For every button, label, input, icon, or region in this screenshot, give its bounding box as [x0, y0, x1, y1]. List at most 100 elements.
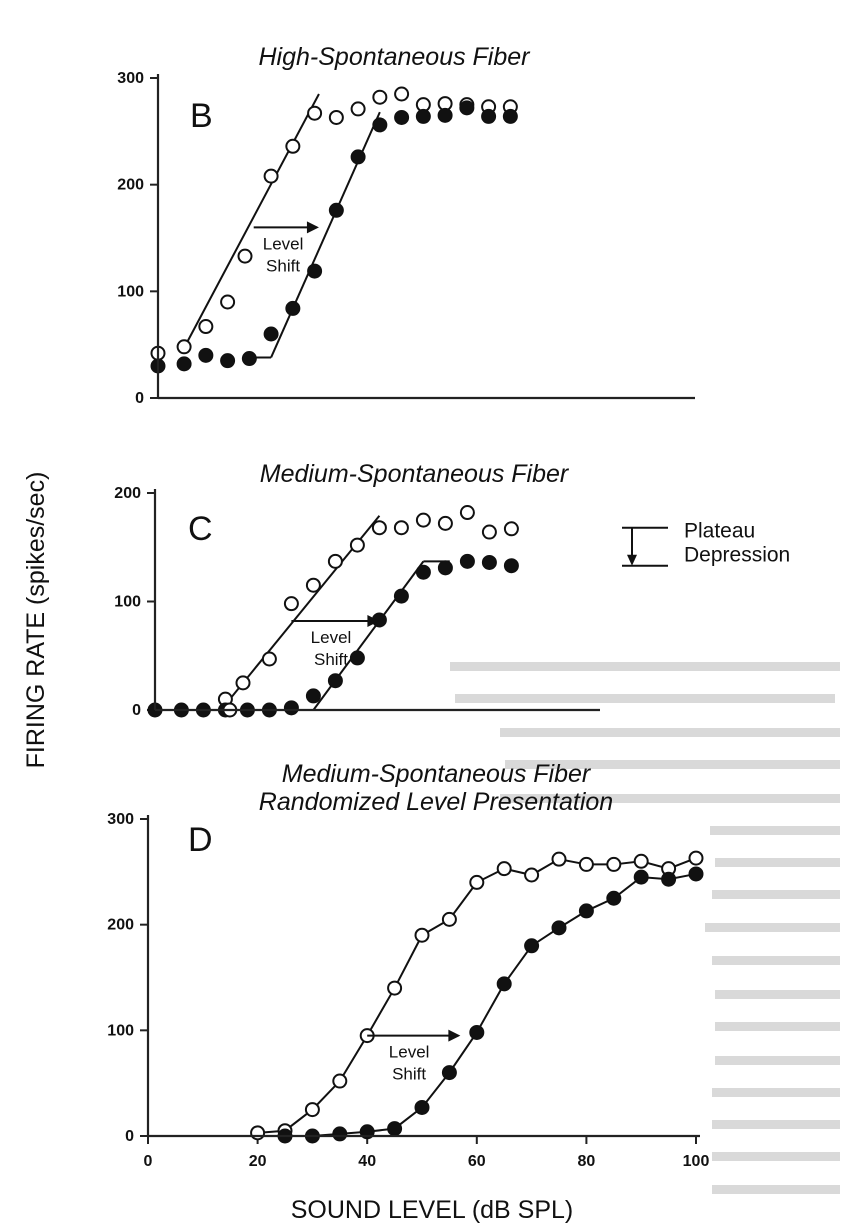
- panel-d-y-ticks: 0 100 200 300: [107, 811, 148, 1145]
- panel-c-point-filled: [459, 553, 475, 569]
- panel-d-point-open: [606, 856, 622, 872]
- panel-c-point-open: [371, 520, 387, 536]
- panel-b-points: [150, 86, 518, 374]
- panel-c-point-open: [305, 577, 321, 593]
- panel-d-point-filled: [387, 1121, 403, 1137]
- panel-c-point-filled: [327, 673, 343, 689]
- panel-b-y-ticks: 0 100 200 300: [117, 70, 158, 407]
- panel-c-y-tick-label: 200: [114, 485, 141, 502]
- panel-b-fit-line: [183, 93, 320, 349]
- panel-c-point-open: [481, 524, 497, 540]
- panel-b-point-filled: [176, 356, 192, 372]
- panel-d-point-filled: [332, 1126, 348, 1142]
- panel-d-point-filled: [441, 1065, 457, 1081]
- panel-c-title: Medium-Spontaneous Fiber: [260, 460, 570, 488]
- panel-d-point-open: [250, 1125, 266, 1141]
- panel-d-y-tick-label: 300: [107, 811, 134, 828]
- panel-d-point-open: [304, 1102, 320, 1118]
- panel-c-point-open: [393, 520, 409, 536]
- panel-c-point-filled: [283, 700, 299, 716]
- panel-b-y-tick-label: 0: [135, 390, 144, 407]
- panel-c-y-ticks: 0 100 200: [114, 485, 155, 719]
- panel-c-plateau-depression: Plateau Depression: [622, 520, 790, 567]
- panel-c-point-filled: [503, 558, 519, 574]
- panel-d-point-filled: [688, 866, 704, 882]
- panel-c-y-tick-label: 100: [114, 594, 141, 611]
- panel-d-letter: D: [188, 821, 213, 859]
- panel-c-point-filled: [415, 564, 431, 580]
- panel-b-point-open: [372, 89, 388, 105]
- panel-b-point-filled: [481, 108, 497, 124]
- panel-b-point-open: [328, 109, 344, 125]
- panel-d-level-shift-label: Level Shift: [389, 1043, 430, 1084]
- panel-b-point-filled: [263, 326, 279, 342]
- panel-d-point-filled: [469, 1024, 485, 1040]
- panel-c-point-open: [327, 553, 343, 569]
- panel-b-level-shift: Level Shift: [253, 221, 319, 275]
- panel-d-level-shift: Level Shift: [367, 1029, 461, 1084]
- panel-b-point-open: [198, 319, 214, 335]
- panel-d-point-open: [414, 927, 430, 943]
- panel-b-point-open: [237, 248, 253, 264]
- panel-d-x-tick-label: 80: [578, 1153, 596, 1170]
- panel-d-x-ticks: 0 20 40 60 80 100: [144, 1136, 710, 1170]
- panel-c-level-shift: Level Shift: [291, 615, 380, 669]
- panel-c-points: [147, 505, 519, 718]
- panel-c-point-open: [235, 675, 251, 691]
- panel-b-point-open: [220, 294, 236, 310]
- panel-d-y-tick-label: 0: [125, 1128, 134, 1145]
- panel-d-series-line-open: [257, 857, 697, 1134]
- panel-b-point-filled: [437, 107, 453, 123]
- panel-d-point-filled: [633, 869, 649, 885]
- panel-c: Medium-Spontaneous Fiber C 0 100 200 Level…: [114, 460, 790, 719]
- panel-d-point-filled: [661, 871, 677, 887]
- panel-b-point-filled: [350, 149, 366, 165]
- panel-b-level-shift-label: Level Shift: [263, 234, 304, 275]
- panel-b-point-filled: [415, 108, 431, 124]
- panel-c-point-filled: [349, 650, 365, 666]
- panel-d-point-open: [578, 856, 594, 872]
- panel-b-point-open: [394, 86, 410, 102]
- panel-d: Medium-Spontaneous Fiber Randomized Leve…: [107, 760, 709, 1170]
- y-axis-label: FIRING RATE (spikes/sec): [22, 472, 50, 769]
- panel-d-y-tick-label: 200: [107, 917, 134, 934]
- panel-b-point-open: [285, 138, 301, 154]
- panel-d-point-filled: [414, 1099, 430, 1115]
- panel-c-point-filled: [305, 688, 321, 704]
- panel-c-point-open: [459, 505, 475, 521]
- panel-d-point-filled: [551, 920, 567, 936]
- panel-d-level-shift-arrowhead: [448, 1029, 461, 1042]
- panel-b-point-open: [307, 105, 323, 121]
- panel-c-point-open: [503, 521, 519, 537]
- panel-c-point-open: [283, 596, 299, 612]
- panel-d-point-open: [524, 867, 540, 883]
- panel-b-y-tick-label: 100: [117, 283, 144, 300]
- panel-d-subtitle: Randomized Level Presentation: [259, 788, 613, 816]
- panel-d-x-tick-label: 40: [358, 1153, 376, 1170]
- panel-c-point-open: [415, 512, 431, 528]
- panel-d-point-filled: [606, 890, 622, 906]
- panel-c-point-filled: [393, 588, 409, 604]
- x-axis-label: SOUND LEVEL (dB SPL): [291, 1196, 574, 1224]
- panel-b-level-shift-arrowhead: [306, 221, 319, 234]
- panel-d-points: [250, 850, 704, 1144]
- panel-d-x-tick-label: 100: [683, 1153, 710, 1170]
- panel-b-point-filled: [220, 353, 236, 369]
- panel-b-y-tick-label: 200: [117, 177, 144, 194]
- panel-d-x-tick-label: 20: [249, 1153, 267, 1170]
- panel-b-fit-lines: [183, 93, 381, 359]
- panel-c-plateau-arrowhead: [627, 554, 637, 566]
- panel-d-x-tick-label: 60: [468, 1153, 486, 1170]
- panel-b-point-open: [350, 101, 366, 117]
- panel-d-point-open: [688, 850, 704, 866]
- panel-d-point-open: [441, 911, 457, 927]
- panel-d-y-tick-label: 100: [107, 1022, 134, 1039]
- panel-d-point-filled: [496, 976, 512, 992]
- panel-d-point-open: [551, 851, 567, 867]
- panel-b-title: High-Spontaneous Fiber: [259, 43, 532, 71]
- panel-b-point-filled: [198, 347, 214, 363]
- panel-c-level-shift-arrowhead: [367, 615, 380, 628]
- panel-b-point-filled: [307, 263, 323, 279]
